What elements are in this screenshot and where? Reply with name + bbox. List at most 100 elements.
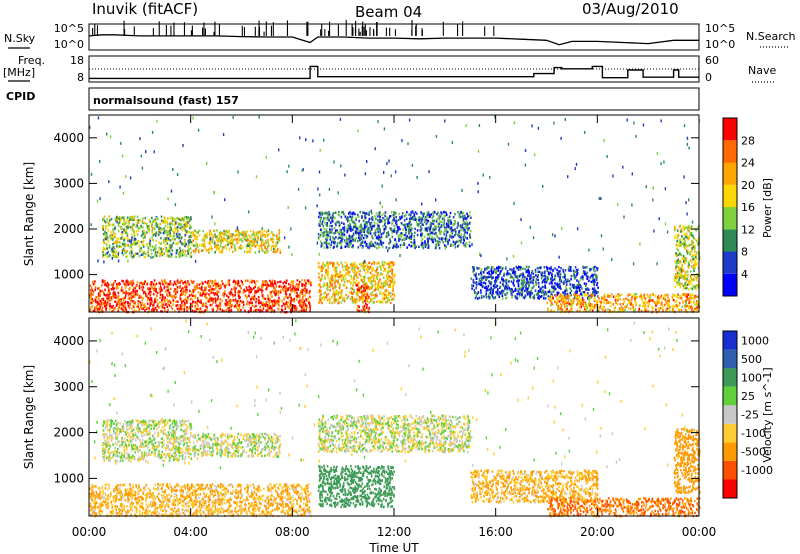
echo-cell [132, 286, 135, 290]
echo-cell [283, 280, 286, 284]
echo-cell [340, 278, 343, 281]
echo-cell [356, 213, 359, 217]
echo-cell [184, 223, 187, 226]
echo-cell [389, 283, 391, 286]
echo-cell [420, 234, 422, 237]
echo-cell [285, 279, 288, 282]
echo-cell [525, 281, 527, 285]
echo-cell [298, 282, 300, 285]
echo-cell [114, 307, 116, 310]
echo-cell [216, 290, 219, 293]
echo-cell [365, 271, 367, 275]
echo-cell [388, 263, 391, 266]
echo-cell [211, 237, 213, 240]
echo-cell [257, 299, 260, 302]
echo-cell [146, 231, 148, 234]
echo-cell [378, 246, 380, 249]
echo-cell [341, 276, 344, 279]
echo-cell [361, 293, 363, 296]
echo-cell [578, 287, 581, 290]
echo-cell [194, 229, 196, 233]
echo-cell [379, 215, 381, 218]
echo-cell [301, 288, 303, 292]
echo-cell [341, 240, 343, 243]
echo-cell [152, 228, 155, 231]
echo-cell [238, 238, 241, 241]
echo-cell [367, 308, 370, 312]
echo-cell [129, 286, 131, 290]
echo-cell [379, 292, 381, 295]
echo-cell [343, 228, 345, 231]
echo-cell [181, 288, 183, 291]
echo-cell [267, 294, 269, 297]
echo-cell [386, 217, 389, 221]
echo-cell [150, 297, 152, 300]
echo-cell [452, 235, 454, 239]
nsky-right-tick-top: 10^5 [705, 22, 735, 35]
nsky-right-tick-bottom: 10^0 [705, 38, 735, 51]
cpid-label: CPID [6, 90, 35, 103]
echo-cell [592, 273, 595, 277]
echo-cell [374, 294, 377, 297]
echo-cell [129, 246, 132, 249]
echo-cell [107, 287, 110, 290]
echo-cell [207, 283, 209, 286]
echo-cell [209, 297, 211, 301]
echo-cell [383, 212, 385, 215]
echo-cell [252, 240, 255, 243]
echo-cell [217, 284, 220, 288]
echo-cell [554, 267, 556, 270]
echo-cell [367, 270, 369, 274]
echo-cell [163, 300, 166, 303]
echo-cell [335, 266, 338, 269]
echo-cell [344, 215, 347, 218]
echo-cell [92, 280, 94, 284]
echo-cell [556, 291, 559, 294]
echo-cell [336, 279, 338, 283]
echo-cell [550, 293, 553, 296]
echo-cell [185, 284, 187, 288]
echo-cell [307, 279, 310, 282]
echo-cell [142, 286, 145, 289]
echo-cell [277, 237, 280, 240]
echo-cell [270, 282, 272, 285]
echo-cell [96, 308, 98, 312]
echo-cell [334, 266, 336, 270]
echo-cell [126, 234, 129, 237]
echo-cell [131, 284, 134, 287]
echo-cell [166, 298, 168, 302]
echo-cell [269, 305, 272, 308]
echo-cell [200, 282, 202, 286]
echo-cell [204, 233, 207, 236]
echo-cell [405, 232, 407, 235]
echo-cell [330, 285, 332, 288]
echo-cell [281, 309, 284, 312]
echo-cell [163, 281, 166, 284]
echo-cell [125, 291, 128, 295]
echo-cell [209, 295, 211, 298]
echo-cell [233, 286, 236, 289]
echo-cell [201, 294, 203, 297]
echo-cell [537, 278, 539, 282]
echo-cell [381, 260, 384, 264]
echo-cell [303, 309, 306, 312]
echo-cell [341, 264, 344, 267]
echo-cell [167, 283, 169, 286]
echo-cell [283, 285, 286, 288]
echo-cell [123, 305, 125, 308]
echo-cell [180, 304, 182, 307]
echo-cell [270, 245, 273, 248]
echo-cell [262, 297, 264, 300]
echo-cell [392, 263, 395, 266]
echo-cell [381, 300, 384, 304]
echo-cell [484, 268, 486, 272]
echo-cell [540, 295, 543, 298]
echo-cell [94, 286, 97, 289]
echo-cell [391, 214, 394, 217]
echo-cell [393, 277, 395, 280]
echo-cell [530, 276, 532, 280]
echo-cell [427, 246, 430, 249]
echo-cell [119, 225, 122, 229]
echo-cell [224, 244, 227, 248]
echo-cell [438, 237, 441, 240]
